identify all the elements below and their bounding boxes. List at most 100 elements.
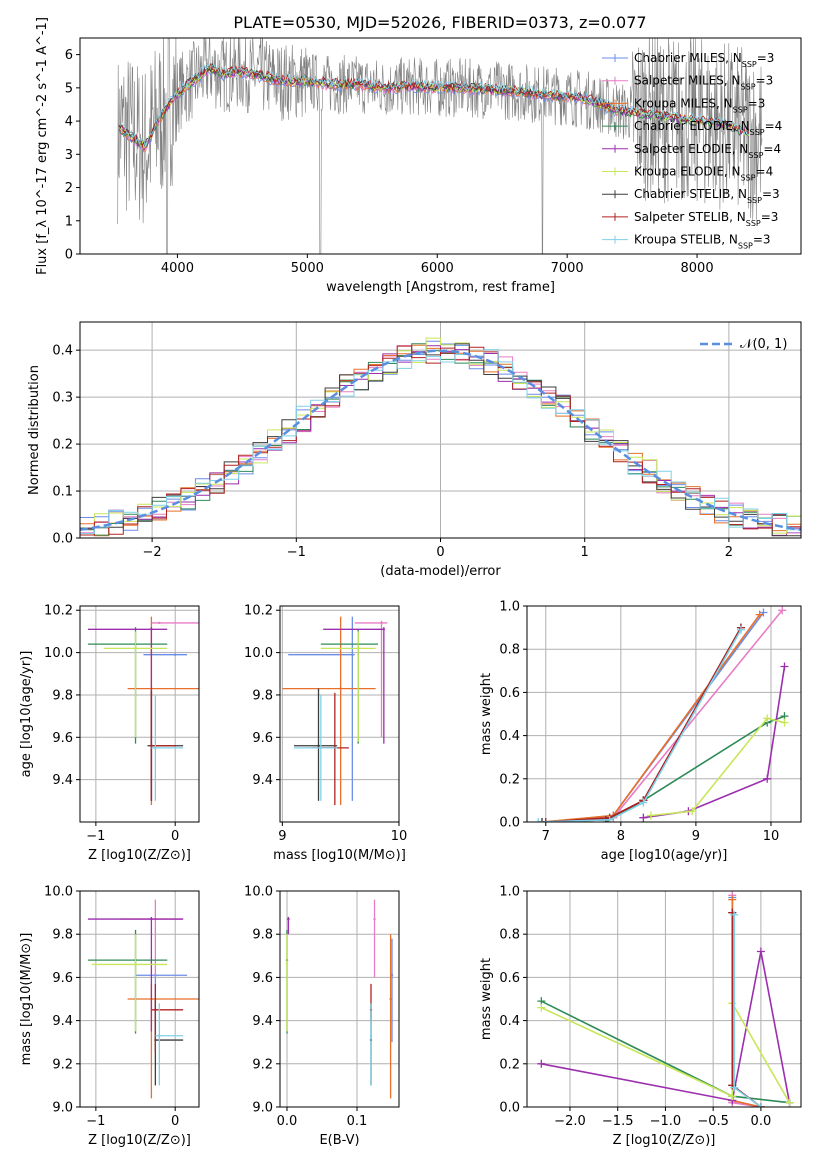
y-tick-label: 9.8 bbox=[52, 688, 73, 703]
model-spectrum-8 bbox=[118, 62, 749, 148]
data-point bbox=[373, 917, 376, 921]
y-tick-label: 9.0 bbox=[252, 1101, 273, 1116]
legend-entry: Kroupa STELIB, NSSP=3 bbox=[634, 233, 771, 251]
weight-marker bbox=[730, 1083, 739, 1092]
x-tick-label: −0.5 bbox=[697, 1114, 729, 1129]
weight-line-1 bbox=[545, 609, 783, 822]
x-tick-label: 4000 bbox=[161, 261, 194, 276]
legend-count: =3 bbox=[761, 210, 779, 224]
x-axis-label: Z [log10(Z/Z⊙)] bbox=[88, 1133, 191, 1148]
data-point bbox=[150, 917, 153, 921]
legend-count: =3 bbox=[748, 96, 766, 110]
legend-subscript: SSP bbox=[741, 82, 756, 91]
y-tick-label: 9.4 bbox=[52, 1014, 73, 1029]
data-point bbox=[356, 647, 360, 650]
y-tick-label: 1.0 bbox=[499, 885, 520, 900]
normal-curve bbox=[80, 349, 801, 532]
y-tick-label: 9.6 bbox=[252, 971, 273, 986]
data-point bbox=[158, 621, 161, 625]
data-point bbox=[382, 628, 386, 631]
data-point bbox=[317, 744, 320, 747]
weight-marker bbox=[639, 798, 648, 807]
weight-marker bbox=[646, 811, 655, 820]
weight-line-8 bbox=[733, 914, 762, 1107]
x-tick-label: −1 bbox=[287, 545, 306, 560]
axes-frame bbox=[79, 37, 802, 255]
data-point bbox=[351, 653, 354, 656]
legend-subscript: SSP bbox=[747, 196, 762, 205]
y-tick-label: 10.2 bbox=[244, 604, 273, 619]
weight-marker bbox=[538, 818, 547, 822]
spectrum-panel: 4000 5000 6000 7000 8000 0 1 2 3 4 5 6 wavelength [A… bbox=[35, 17, 802, 295]
data-point bbox=[389, 997, 392, 1001]
legend-count: =3 bbox=[757, 51, 775, 65]
model-spectrum-4 bbox=[118, 63, 750, 151]
weight-marker bbox=[780, 662, 789, 671]
y-tick-label: 0.3 bbox=[52, 391, 73, 406]
plot-area bbox=[87, 899, 199, 1099]
weight-line-7 bbox=[545, 627, 742, 822]
axes-frame bbox=[526, 890, 802, 1108]
residuals-panel: −2 −1 0 1 2 0.0 0.1 0.2 0.3 0.4 (data-model)/error… bbox=[27, 321, 802, 579]
weight-marker bbox=[756, 947, 765, 956]
y-tick-label: 0.2 bbox=[52, 438, 73, 453]
x-axis-label: Z [log10(Z/Z⊙)] bbox=[88, 848, 191, 863]
y-tick-label: 9.8 bbox=[252, 928, 273, 943]
plot-area bbox=[87, 616, 199, 806]
residual-histogram-5 bbox=[80, 337, 801, 534]
data-point bbox=[369, 1034, 373, 1037]
weight-marker bbox=[541, 818, 550, 822]
legend-entry: Salpeter MILES, NSSP=3 bbox=[634, 74, 773, 92]
legend-count: =3 bbox=[762, 187, 780, 201]
weight-marker bbox=[639, 813, 648, 822]
data-point bbox=[287, 917, 290, 921]
data-point bbox=[319, 746, 323, 750]
x-tick-label: 0.0 bbox=[751, 1114, 772, 1129]
x-tick-label: −1.0 bbox=[650, 1114, 682, 1129]
weight-vs-metallicity-panel: −2.0 −1.5 −1.0 −0.5 0.0 0.0 0.2 0.4 0.6 0.8 1.0 Z [… bbox=[479, 885, 802, 1148]
y-tick-label: 9.0 bbox=[52, 1101, 73, 1116]
axes-frame bbox=[79, 605, 200, 823]
x-tick-label: 0 bbox=[171, 829, 179, 844]
legend-subscript: SSP bbox=[742, 60, 757, 69]
residual-histogram-6 bbox=[80, 343, 801, 537]
weight-marker bbox=[778, 606, 787, 615]
data-point bbox=[339, 687, 342, 690]
legend-subscript: SSP bbox=[750, 128, 765, 137]
data-point bbox=[154, 746, 157, 750]
axes-frame bbox=[279, 890, 400, 1108]
x-axis-label: Z [log10(Z/Z⊙)] bbox=[613, 1133, 716, 1148]
legend-entry: Kroupa ELODIE, NSSP=4 bbox=[634, 165, 773, 183]
x-axis-label: E(B-V) bbox=[319, 1133, 359, 1148]
data-point bbox=[150, 744, 153, 747]
legend-count: =3 bbox=[756, 74, 774, 88]
y-tick-label: 0.0 bbox=[52, 532, 73, 547]
x-tick-label: −1 bbox=[86, 1114, 105, 1129]
y-axis-label: age [log10(age/yr)] bbox=[19, 651, 34, 778]
x-tick-label: 5000 bbox=[291, 261, 324, 276]
legend-subscript: SSP bbox=[748, 150, 763, 159]
plot-area bbox=[117, 38, 763, 254]
data-point bbox=[158, 1034, 161, 1037]
plot-area bbox=[285, 899, 394, 1099]
legend-count: =4 bbox=[763, 142, 781, 156]
axes-frame bbox=[279, 605, 400, 823]
y-tick-label: 3 bbox=[65, 148, 73, 163]
legend-subscript: SSP bbox=[741, 173, 756, 182]
y-tick-label: 0.2 bbox=[499, 772, 520, 787]
legend-entry: Kroupa MILES, NSSP=3 bbox=[634, 96, 765, 114]
y-tick-label: 6 bbox=[65, 48, 73, 63]
y-tick-label: 9.6 bbox=[52, 971, 73, 986]
plot-area bbox=[282, 616, 388, 806]
y-tick-label: 9.8 bbox=[52, 928, 73, 943]
legend-entry: Chabrier STELIB, NSSP=3 bbox=[634, 187, 780, 205]
weight-marker bbox=[756, 1103, 765, 1107]
weight-marker bbox=[763, 774, 772, 783]
y-axis-label: mass weight bbox=[479, 958, 494, 1040]
legend-entry: Chabrier ELODIE, NSSP=4 bbox=[634, 119, 782, 137]
residual-histogram-8 bbox=[80, 349, 801, 534]
weight-marker bbox=[785, 1098, 794, 1107]
weight-marker bbox=[736, 625, 745, 634]
axes-frame bbox=[79, 321, 802, 539]
x-tick-label: 1 bbox=[581, 545, 589, 560]
